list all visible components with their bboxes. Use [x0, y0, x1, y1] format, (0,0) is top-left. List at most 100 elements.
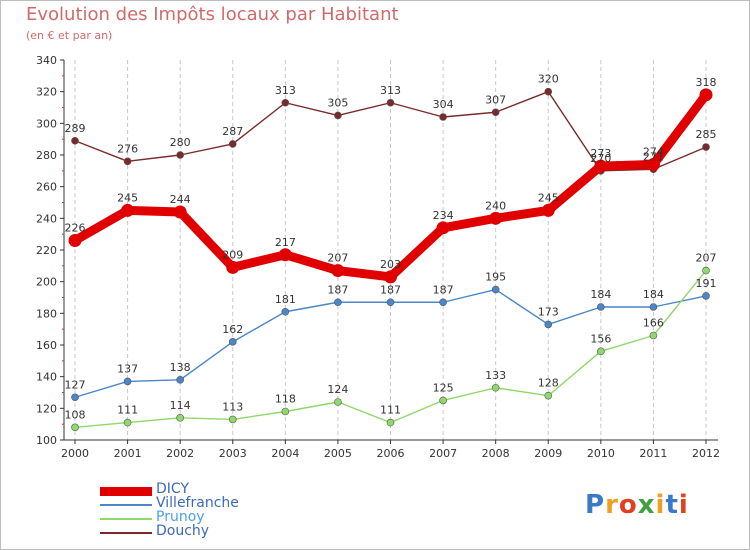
x-tick-label: 2012 [692, 447, 720, 460]
data-point [123, 377, 132, 386]
data-label: 217 [275, 236, 296, 249]
data-point [544, 320, 553, 329]
data-label: 305 [327, 96, 348, 109]
legend-swatch [100, 487, 152, 496]
data-point [436, 221, 450, 235]
data-label: 273 [590, 147, 611, 160]
x-tick-label: 2003 [219, 447, 247, 460]
y-tick-label: 320 [36, 86, 57, 99]
data-label: 203 [380, 258, 401, 271]
data-label: 285 [696, 128, 717, 141]
data-point [123, 157, 132, 166]
data-point [649, 303, 658, 311]
data-point [386, 98, 395, 107]
data-point [386, 298, 395, 307]
legend-swatch [100, 532, 152, 534]
data-label: 287 [222, 125, 243, 138]
data-point [491, 285, 500, 294]
data-point [439, 298, 447, 307]
data-label: 162 [222, 323, 243, 336]
data-point [71, 136, 79, 145]
y-tick-label: 180 [36, 307, 57, 320]
data-label: 289 [65, 122, 86, 135]
chart-title: Evolution des Impôts locaux par Habitant [26, 4, 399, 25]
data-point [541, 203, 555, 217]
data-label: 307 [485, 93, 506, 106]
data-point [173, 205, 187, 219]
data-point [71, 393, 79, 402]
data-point [123, 418, 132, 427]
data-label: 320 [538, 73, 559, 86]
data-label: 191 [696, 277, 717, 290]
legend-label: Prunoy [156, 509, 205, 525]
legend-item-dicy: DICY [100, 481, 360, 498]
data-point [281, 407, 290, 416]
legend-label: Douchy [156, 523, 210, 539]
data-point [597, 347, 605, 356]
data-point [702, 143, 710, 151]
y-tick-label: 280 [36, 149, 57, 162]
data-label: 313 [275, 84, 296, 97]
data-label: 166 [643, 317, 664, 330]
y-tick-label: 300 [36, 117, 57, 130]
y-tick-label: 260 [36, 181, 57, 194]
data-label: 207 [327, 252, 348, 265]
proxiti-logo: Proxiti [585, 490, 689, 520]
data-point [121, 203, 135, 217]
data-label: 318 [696, 76, 717, 89]
data-label: 114 [170, 399, 191, 412]
data-point [281, 98, 290, 107]
data-point [489, 211, 503, 225]
legend-item-douchy: Douchy [100, 523, 360, 540]
data-point [439, 113, 447, 121]
data-point [228, 140, 237, 148]
data-point [334, 111, 342, 120]
data-point [334, 298, 342, 307]
data-label: 113 [222, 400, 243, 413]
x-tick-label: 2007 [429, 447, 457, 460]
data-point [597, 303, 605, 311]
x-tick-label: 2000 [61, 447, 89, 460]
data-label: 304 [433, 98, 454, 111]
y-tick-label: 120 [36, 402, 57, 415]
data-label: 127 [65, 378, 86, 391]
x-tick-label: 2008 [482, 447, 510, 460]
data-label: 138 [170, 361, 191, 374]
data-point [384, 270, 397, 284]
data-point [71, 423, 79, 432]
data-point [176, 414, 184, 422]
data-label: 187 [433, 283, 454, 296]
data-point [334, 398, 342, 406]
x-tick-label: 2011 [639, 447, 667, 460]
x-tick-label: 2010 [587, 447, 615, 460]
data-label: 245 [538, 191, 559, 204]
legend-label: Villefranche [156, 495, 239, 511]
data-point [699, 88, 713, 102]
data-label: 207 [696, 252, 717, 265]
data-point [594, 159, 608, 173]
data-point [176, 376, 184, 384]
data-label: 184 [590, 288, 611, 301]
data-point [386, 418, 395, 427]
legend-swatch [100, 504, 152, 506]
x-tick-label: 2009 [534, 447, 562, 460]
y-tick-label: 160 [36, 339, 57, 352]
legend-label: DICY [156, 481, 189, 497]
data-label: 137 [117, 362, 138, 375]
data-label: 234 [433, 209, 454, 222]
data-point [544, 87, 553, 96]
data-label: 156 [590, 332, 611, 345]
data-label: 240 [485, 199, 506, 212]
x-tick-label: 2001 [114, 447, 142, 460]
data-label: 108 [65, 408, 86, 421]
legend: DICY Villefranche Prunoy Douchy [100, 481, 360, 540]
data-label: 111 [380, 404, 401, 417]
data-point [331, 264, 345, 278]
data-label: 280 [170, 136, 191, 149]
data-label: 187 [380, 283, 401, 296]
y-tick-label: 220 [36, 244, 57, 257]
data-point [646, 158, 660, 171]
data-point [544, 391, 553, 400]
x-tick-label: 2005 [324, 447, 352, 460]
data-label: 125 [433, 381, 454, 394]
